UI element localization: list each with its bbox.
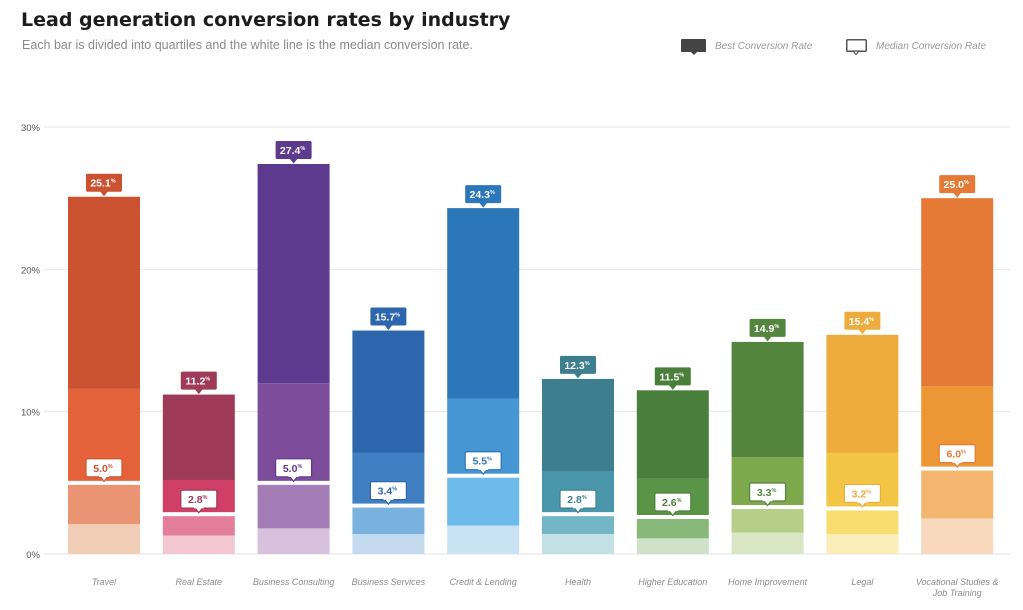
bar-segment-q4 [921, 198, 994, 387]
bar-segment-q1 [68, 524, 140, 554]
y-tick-label: 10% [21, 408, 41, 419]
best-rate-label-value: 15.7% [375, 312, 400, 324]
median-rate-label: 2.8% [180, 489, 218, 514]
x-tick-label: Home Improvement [728, 577, 808, 587]
x-tick-label: Business Consulting [253, 577, 335, 587]
bar-segment-q4 [352, 330, 425, 453]
bar-segment-q4 [162, 394, 235, 480]
best-rate-label: 27.4% [275, 141, 312, 164]
best-rate-label-value: 11.5% [659, 371, 684, 383]
x-tick-label: Credit & Lending [450, 577, 517, 587]
median-rate-label: 5.5% [464, 451, 502, 476]
x-tick-label: Business Services [352, 577, 426, 587]
best-rate-label-value: 24.3% [470, 189, 495, 201]
best-rate-label: 12.3% [560, 355, 596, 379]
best-rate-label-value: 14.9% [754, 323, 779, 335]
best-rate-label: 14.9% [749, 318, 786, 342]
chart-subtitle: Each bar is divided into quartiles and t… [22, 38, 473, 52]
median-rate-label: 3.2% [843, 483, 882, 508]
bar-segment-q1 [447, 525, 520, 554]
bar-segment-q1 [826, 534, 899, 554]
bar-segment-q2 [68, 482, 140, 525]
best-rate-label-value: 25.1% [90, 178, 115, 190]
y-tick-label: 30% [21, 123, 41, 134]
median-rate-label: 5.0% [275, 458, 313, 483]
median-line [729, 505, 806, 510]
best-rate-label: 11.2% [180, 371, 217, 395]
median-rate-label: 3.4% [369, 481, 407, 506]
bar-segment-q2 [257, 482, 330, 529]
best-rate-label-value: 15.4% [849, 316, 874, 328]
bar-segment-q2 [826, 508, 899, 535]
best-rate-label: 11.5% [654, 367, 691, 390]
bar-segment-q2 [921, 468, 994, 519]
median-rate-swatch-icon [846, 39, 867, 55]
bar-segment-q4 [826, 334, 899, 453]
bar-segment-q1 [636, 538, 709, 554]
median-rate-label: 3.3% [748, 482, 787, 507]
bar-segment-q4 [257, 164, 330, 384]
median-line [540, 512, 616, 517]
median-line [66, 480, 142, 485]
best-rate-label: 25.0% [939, 175, 976, 198]
legend-item-best: Best Conversion Rate [681, 37, 812, 55]
median-line [824, 506, 901, 511]
median-line [634, 514, 711, 519]
median-line [160, 512, 237, 517]
x-tick-label: Legal [851, 577, 874, 587]
y-tick-label: 20% [21, 265, 41, 276]
median-line [350, 503, 427, 508]
bar-segment-q2 [636, 516, 709, 539]
bar-segment-q2 [162, 514, 235, 536]
median-line [255, 480, 332, 485]
legend-best-label: Best Conversion Rate [715, 40, 813, 52]
bar-segment-q1 [352, 534, 425, 554]
median-rate-label: 2.6% [654, 492, 692, 517]
median-line [919, 466, 996, 471]
bar-segment-q4 [542, 378, 614, 472]
bar-segment-q4 [731, 341, 804, 458]
median-rate-label: 5.0% [85, 458, 123, 483]
x-tick-label: Travel [92, 577, 117, 587]
best-rate-label: 15.7% [370, 307, 407, 331]
bar-segment-q1 [731, 532, 804, 554]
x-tick-label: Health [565, 577, 591, 587]
x-tick-label: Job Training [932, 588, 982, 598]
bar-segment-q2 [352, 505, 425, 535]
bar-segment-q1 [162, 535, 235, 554]
median-line [445, 473, 522, 478]
bar-segment-q1 [542, 534, 614, 554]
best-rate-label-value: 25.0% [944, 179, 969, 191]
bar-segment-q4 [447, 208, 520, 399]
bar-segment-q1 [257, 528, 330, 554]
bar-segment-q4 [68, 196, 140, 389]
bar-segment-q2 [447, 475, 520, 526]
x-tick-label: Vocational Studies & [916, 577, 999, 587]
best-rate-swatch-icon [681, 39, 706, 55]
y-tick-label: 0% [26, 550, 40, 561]
bar-segment-q1 [921, 518, 994, 554]
bar-segment-q2 [731, 507, 804, 533]
best-rate-label: 25.1% [86, 173, 122, 197]
legend-median-label: Median Conversion Rate [876, 40, 987, 52]
best-rate-label-value: 27.4% [280, 145, 305, 157]
best-rate-label-value: 12.3% [564, 360, 589, 372]
best-rate-label: 15.4% [844, 311, 881, 335]
chart-title: Lead generation conversion rates by indu… [21, 9, 511, 31]
median-rate-label: 6.0% [938, 444, 976, 469]
best-rate-label: 24.3% [465, 185, 502, 208]
x-tick-label: Real Estate [176, 577, 223, 587]
best-rate-label-value: 11.2% [185, 376, 210, 388]
median-rate-label: 2.8% [559, 489, 597, 514]
x-tick-label: Higher Education [638, 577, 707, 587]
legend-item-median: Median Conversion Rate [846, 37, 986, 55]
bar-segment-q4 [636, 390, 709, 479]
bar-segment-q2 [542, 514, 614, 535]
